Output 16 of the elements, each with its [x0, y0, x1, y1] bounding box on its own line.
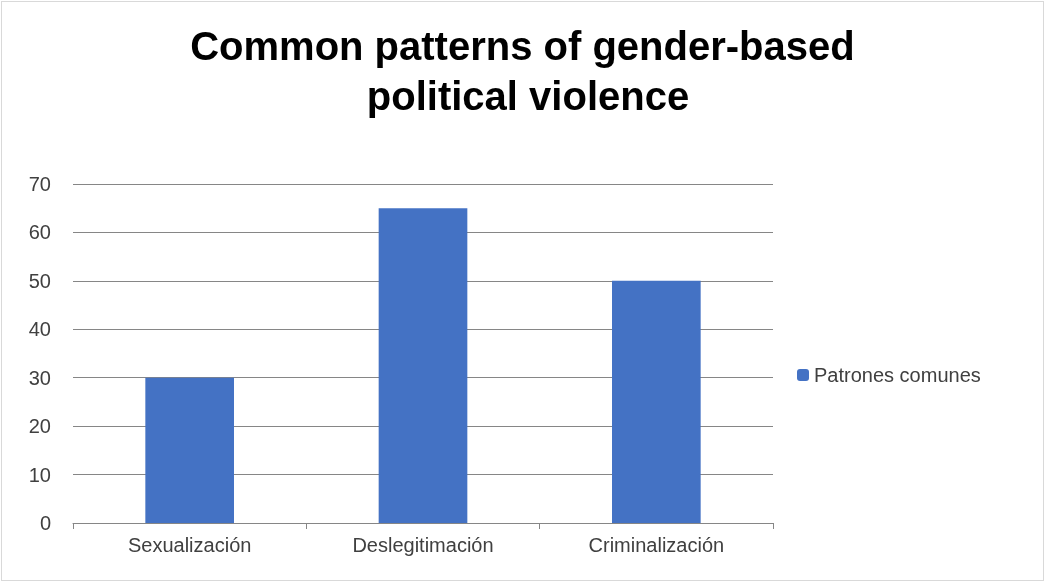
y-tick-label: 70 [28, 173, 51, 195]
y-tick-label: 0 [39, 512, 51, 534]
x-tick-label: Criminalización [588, 534, 725, 556]
y-tick-label: 40 [28, 318, 51, 341]
y-tick-label: 10 [28, 463, 51, 486]
x-tick-label: Deslegitimación [352, 534, 494, 556]
y-tick-label: 60 [28, 221, 51, 244]
bar [145, 377, 234, 523]
x-tick-label: Sexualización [127, 534, 252, 556]
chart-title: Common patterns of gender-based political violence [190, 24, 866, 118]
bar [612, 280, 701, 523]
y-tick-label: 30 [28, 366, 51, 389]
legend-label: Patrones comunes [814, 364, 981, 386]
bar [378, 208, 468, 523]
y-tick-label: 20 [28, 415, 51, 438]
y-tick-label: 50 [28, 269, 51, 292]
